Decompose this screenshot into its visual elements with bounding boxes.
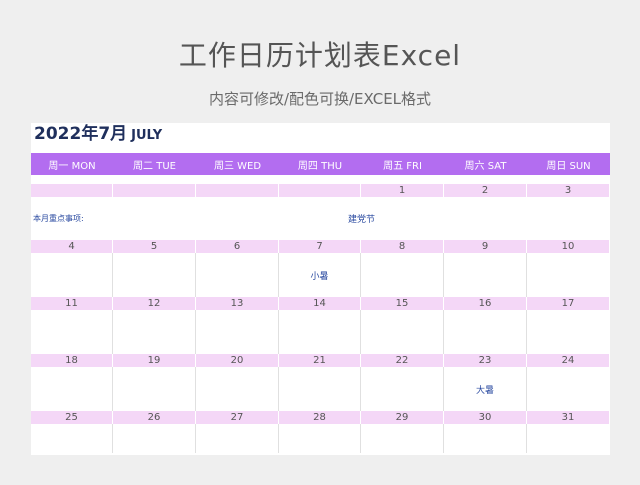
date-number: 21: [279, 354, 361, 367]
day-cell[interactable]: [527, 367, 610, 411]
date-number: 9: [444, 240, 527, 253]
focus-content[interactable]: 建党节: [196, 197, 527, 240]
day-cell[interactable]: [113, 367, 196, 411]
date-number: 20: [196, 354, 279, 367]
day-cell[interactable]: [196, 310, 279, 354]
header-spacer: [31, 175, 610, 184]
day-cell[interactable]: [361, 424, 444, 453]
weekday-header-sun: 周日 SUN: [527, 153, 610, 175]
weekday-header-sat: 周六 SAT: [444, 153, 527, 175]
day-cell[interactable]: [444, 424, 527, 453]
date-number: 17: [527, 297, 610, 310]
date-number: [279, 184, 361, 197]
day-cell[interactable]: [527, 197, 610, 240]
date-number: [196, 184, 279, 197]
day-cell[interactable]: [527, 310, 610, 354]
day-cell[interactable]: [196, 424, 279, 453]
month-title-cn: 2022年7月: [34, 124, 128, 144]
weekday-header-mon: 周一 MON: [31, 153, 113, 175]
date-number: 5: [113, 240, 196, 253]
date-number: 3: [527, 184, 610, 197]
day-cell[interactable]: [31, 310, 113, 354]
date-number: 29: [361, 411, 444, 424]
date-number: 15: [361, 297, 444, 310]
day-cell[interactable]: [113, 310, 196, 354]
calendar-sheet: 2022年7月 JULY 周一 MON 周二 TUE 周三 WED 周四 THU …: [31, 123, 610, 455]
day-cell[interactable]: [279, 424, 361, 453]
page-title: 工作日历计划表Excel: [178, 39, 462, 72]
day-cell[interactable]: [279, 310, 361, 354]
day-cell[interactable]: [444, 253, 527, 297]
day-cell[interactable]: [361, 253, 444, 297]
date-number: 27: [196, 411, 279, 424]
date-number: 1: [361, 184, 444, 197]
day-cell[interactable]: [361, 310, 444, 354]
date-number: 4: [31, 240, 113, 253]
day-cell[interactable]: [361, 367, 444, 411]
day-cell[interactable]: 大暑: [444, 367, 527, 411]
day-cell[interactable]: [31, 253, 113, 297]
month-title: 2022年7月 JULY: [34, 123, 162, 153]
date-number: 10: [527, 240, 610, 253]
day-cell[interactable]: [279, 367, 361, 411]
date-number: 25: [31, 411, 113, 424]
day-cell[interactable]: [527, 253, 610, 297]
weekday-header-tue: 周二 TUE: [113, 153, 196, 175]
date-number: 16: [444, 297, 527, 310]
weekday-header-thu: 周四 THU: [279, 153, 361, 175]
day-cell[interactable]: [31, 424, 113, 453]
date-number: 22: [361, 354, 444, 367]
day-cell[interactable]: [113, 253, 196, 297]
date-number: 13: [196, 297, 279, 310]
date-number: 26: [113, 411, 196, 424]
date-number: 11: [31, 297, 113, 310]
date-number: 8: [361, 240, 444, 253]
date-number: 18: [31, 354, 113, 367]
focus-label: 本月重点事项:: [31, 197, 196, 240]
date-number: 7: [279, 240, 361, 253]
date-number: [113, 184, 196, 197]
date-number: 19: [113, 354, 196, 367]
day-cell[interactable]: [196, 367, 279, 411]
page-subtitle: 内容可修改/配色可换/EXCEL格式: [208, 90, 432, 108]
calendar-grid: 周一 MON 周二 TUE 周三 WED 周四 THU 周五 FRI 周六 SA…: [31, 153, 610, 455]
date-number: 30: [444, 411, 527, 424]
day-cell[interactable]: [527, 424, 610, 453]
date-number: [31, 184, 113, 197]
day-cell[interactable]: 小暑: [279, 253, 361, 297]
date-number: 6: [196, 240, 279, 253]
day-cell[interactable]: [113, 424, 196, 453]
date-number: 14: [279, 297, 361, 310]
weekday-header-wed: 周三 WED: [196, 153, 279, 175]
date-number: 24: [527, 354, 610, 367]
date-number: 23: [444, 354, 527, 367]
date-number: 31: [527, 411, 610, 424]
day-cell[interactable]: [196, 253, 279, 297]
date-number: 12: [113, 297, 196, 310]
date-number: 28: [279, 411, 361, 424]
day-cell[interactable]: [444, 310, 527, 354]
date-number: 2: [444, 184, 527, 197]
month-title-en: JULY: [131, 128, 163, 143]
day-cell[interactable]: [31, 367, 113, 411]
weekday-header-fri: 周五 FRI: [361, 153, 444, 175]
